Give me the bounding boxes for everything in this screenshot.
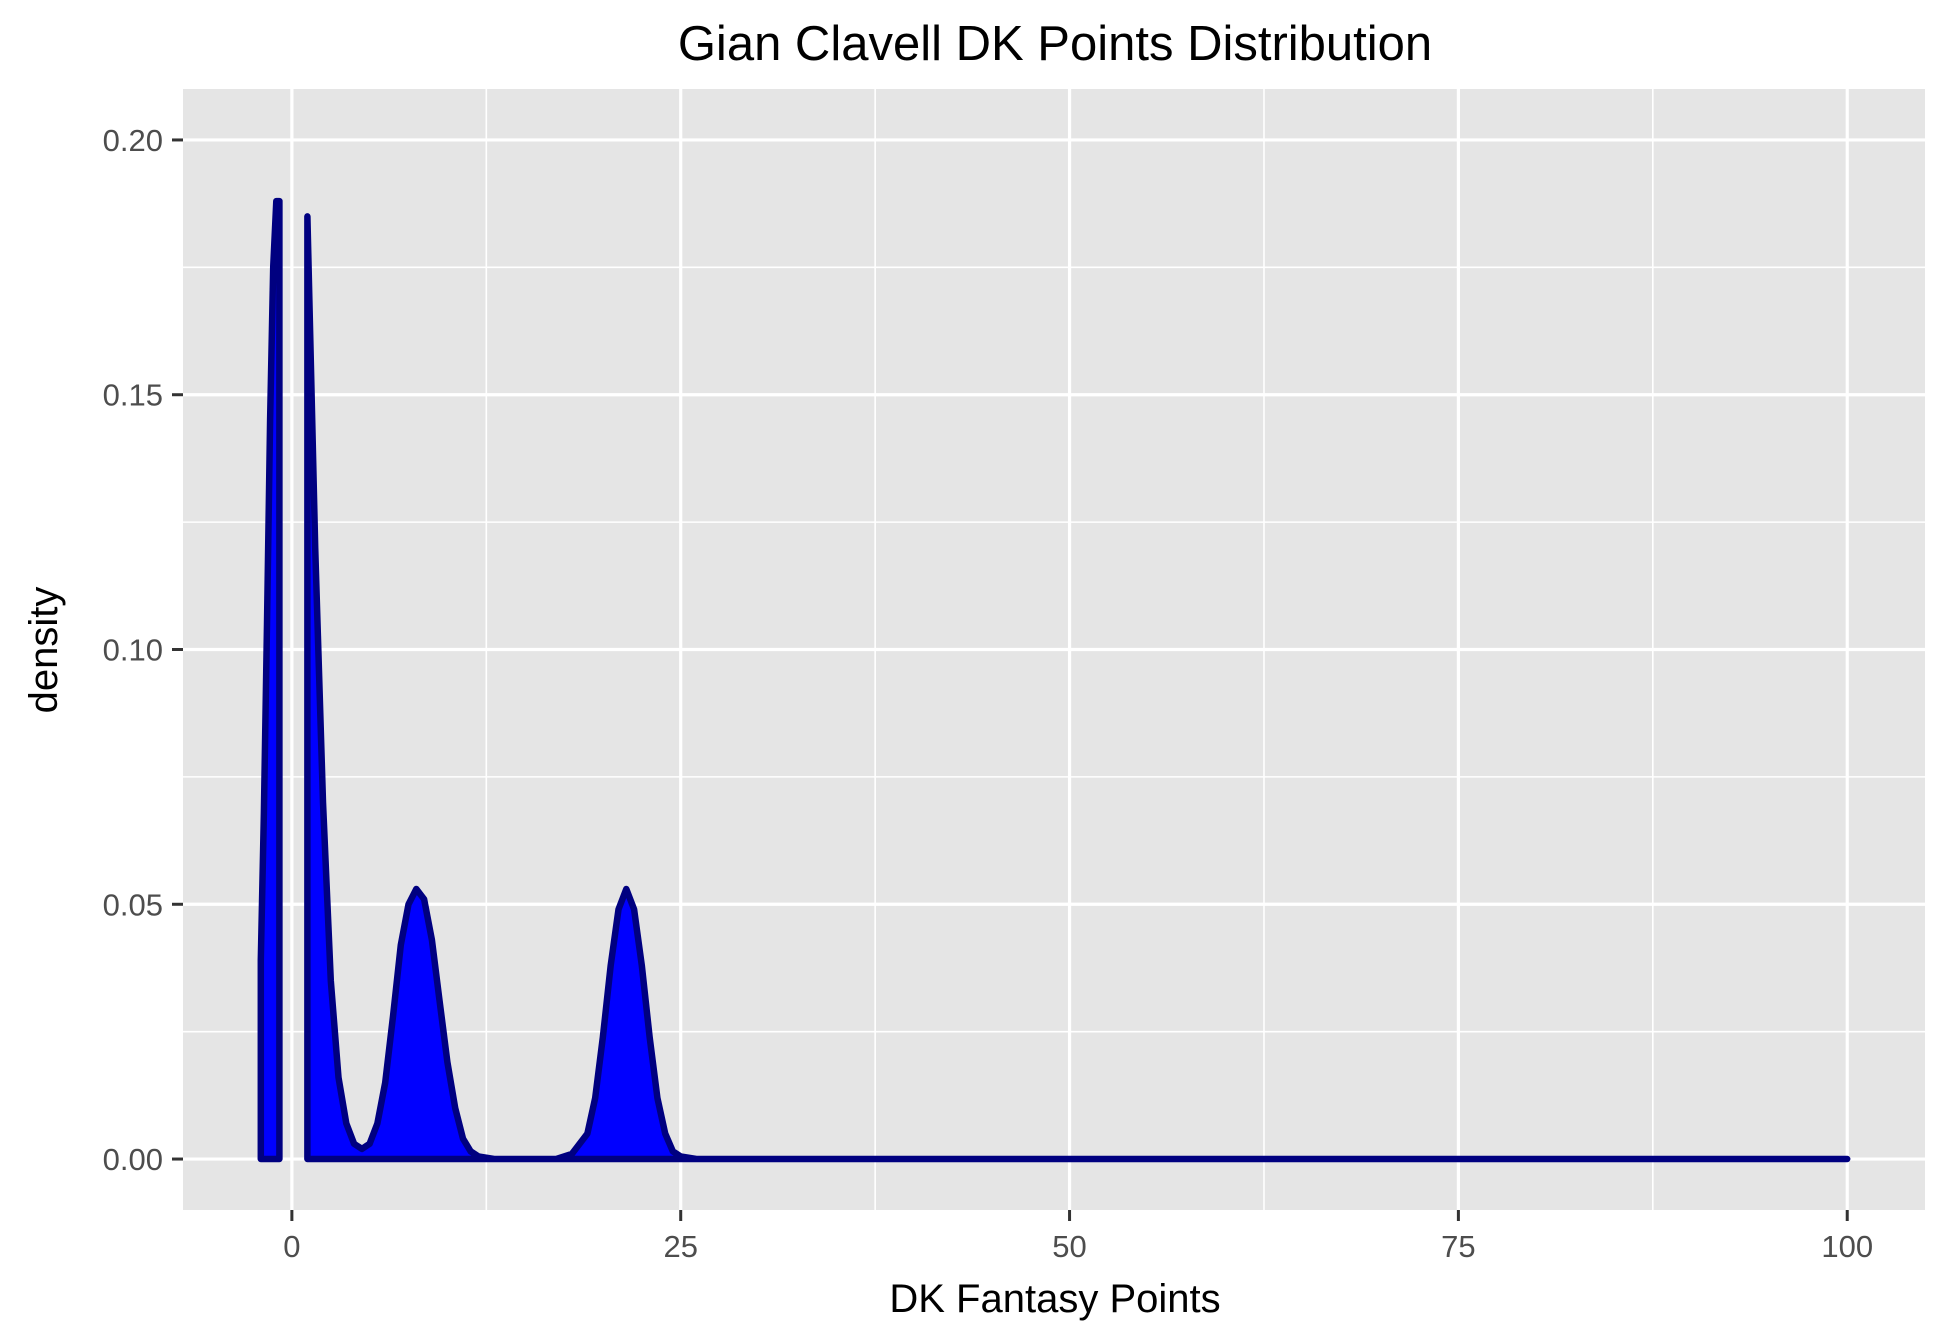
- y-tick-label: 0.10: [103, 633, 163, 668]
- y-tick-label: 0.20: [103, 123, 163, 158]
- chart-title: Gian Clavell DK Points Distribution: [678, 17, 1432, 71]
- y-tick-label: 0.15: [103, 378, 163, 413]
- x-axis-title: DK Fantasy Points: [889, 1277, 1220, 1321]
- x-tick-label: 0: [283, 1229, 300, 1264]
- x-tick-label: 25: [663, 1229, 697, 1264]
- density-area-segment: [257, 197, 283, 1163]
- density-area-segment: [304, 213, 1851, 1163]
- x-tick-label: 100: [1821, 1229, 1873, 1264]
- x-tick-label: 50: [1052, 1229, 1086, 1264]
- y-tick-label: 0.00: [103, 1142, 163, 1177]
- y-axis-title: density: [22, 587, 66, 714]
- x-tick-label: 75: [1441, 1229, 1475, 1264]
- y-tick-label: 0.05: [103, 887, 163, 922]
